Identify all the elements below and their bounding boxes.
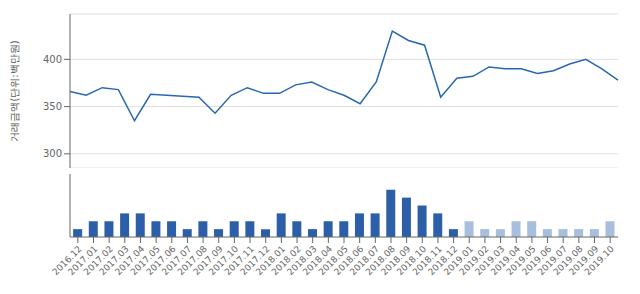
svg-text:400: 400 [43, 54, 62, 65]
svg-text:2019.09: 2019.09 [567, 243, 601, 278]
svg-text:2019.04: 2019.04 [488, 243, 523, 278]
svg-text:2018.05: 2018.05 [316, 243, 350, 278]
svg-text:2018.01: 2018.01 [253, 243, 288, 278]
svg-text:2017.07: 2017.07 [160, 243, 194, 278]
svg-text:거래금액(단위:백만원): 거래금액(단위:백만원) [9, 40, 20, 141]
svg-text:2017.06: 2017.06 [144, 243, 178, 278]
svg-text:2018.11: 2018.11 [410, 243, 444, 278]
svg-text:2018.04: 2018.04 [300, 243, 335, 278]
svg-text:2017.10: 2017.10 [206, 243, 241, 278]
svg-text:2018.06: 2018.06 [332, 243, 366, 278]
svg-text:2019.06: 2019.06 [520, 243, 554, 278]
svg-text:2019.08: 2019.08 [551, 243, 585, 278]
svg-text:350: 350 [43, 101, 62, 112]
svg-text:2019.02: 2019.02 [457, 243, 491, 278]
svg-text:2018.09: 2018.09 [379, 243, 413, 278]
svg-text:2018.07: 2018.07 [347, 243, 382, 278]
svg-text:2017.12: 2017.12 [238, 243, 272, 278]
svg-text:2019.10: 2019.10 [583, 244, 617, 278]
svg-text:2019.05: 2019.05 [504, 243, 538, 278]
svg-text:2017.09: 2017.09 [191, 243, 225, 278]
svg-text:2019.01: 2019.01 [441, 243, 476, 278]
svg-text:2017.03: 2017.03 [97, 243, 131, 278]
svg-text:2018.03: 2018.03 [285, 243, 319, 278]
svg-text:2016.12: 2016.12 [50, 243, 84, 278]
svg-text:2019.07: 2019.07 [535, 243, 570, 278]
svg-text:2018.08: 2018.08 [363, 243, 397, 278]
svg-text:300: 300 [43, 148, 62, 159]
svg-text:2017.08: 2017.08 [175, 243, 209, 278]
svg-text:2017.01: 2017.01 [66, 243, 100, 278]
svg-text:2018.02: 2018.02 [269, 243, 303, 278]
svg-text:2019.03: 2019.03 [473, 243, 507, 278]
svg-text:2017.11: 2017.11 [222, 243, 256, 278]
svg-text:2017.02: 2017.02 [81, 243, 116, 278]
svg-text:2018.12: 2018.12 [426, 243, 460, 278]
svg-text:2017.05: 2017.05 [128, 243, 162, 278]
svg-text:2017.04: 2017.04 [113, 243, 147, 278]
svg-text:2018.10: 2018.10 [394, 243, 429, 278]
